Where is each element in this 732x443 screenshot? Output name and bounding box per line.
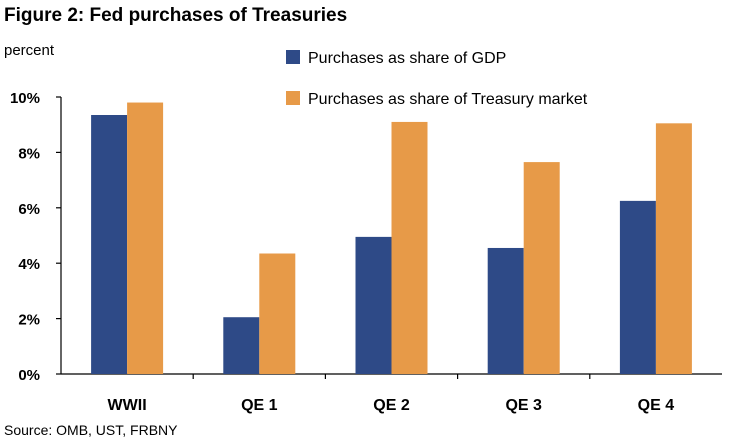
source-note: Source: OMB, UST, FRBNY <box>4 422 178 438</box>
x-tick-label: QE 4 <box>638 397 675 414</box>
bar-treasury-market-share <box>127 102 164 374</box>
bar-gdp-share <box>619 200 656 374</box>
bar-gdp-share <box>91 115 128 374</box>
axes: 0% 2% 4% 6% 8% 10% WWII QE 1 QE 2 QE 3 QE 4 <box>10 90 722 414</box>
bar-treasury-market-share <box>259 253 296 374</box>
y-tick-label: 0% <box>18 367 40 384</box>
bar-gdp-share <box>355 236 392 374</box>
bar-treasury-market-share <box>655 123 692 374</box>
y-tick-label: 6% <box>18 201 40 218</box>
y-tick-label: 2% <box>18 312 40 329</box>
y-axis-unit-label: percent <box>4 42 55 59</box>
legend: Purchases as share of GDP Purchases as sh… <box>286 50 588 108</box>
x-tick-label: QE 3 <box>505 397 542 414</box>
legend-swatch <box>286 50 300 64</box>
chart-title: Figure 2: Fed purchases of Treasuries <box>4 5 348 26</box>
y-tick-label: 8% <box>18 145 40 162</box>
x-tick-label: QE 2 <box>373 397 410 414</box>
y-tick-label: 4% <box>18 256 40 273</box>
bar-gdp-share <box>223 317 260 374</box>
legend-label: Purchases as share of Treasury market <box>308 91 588 108</box>
legend-label: Purchases as share of GDP <box>308 50 506 67</box>
bars <box>91 102 692 375</box>
bar-treasury-market-share <box>523 162 560 374</box>
legend-swatch <box>286 91 300 105</box>
x-tick-label: QE 1 <box>241 397 278 414</box>
y-tick-label: 10% <box>10 90 40 107</box>
bar-treasury-market-share <box>391 121 428 375</box>
x-tick-label: WWII <box>108 397 147 414</box>
bar-gdp-share <box>487 247 524 374</box>
